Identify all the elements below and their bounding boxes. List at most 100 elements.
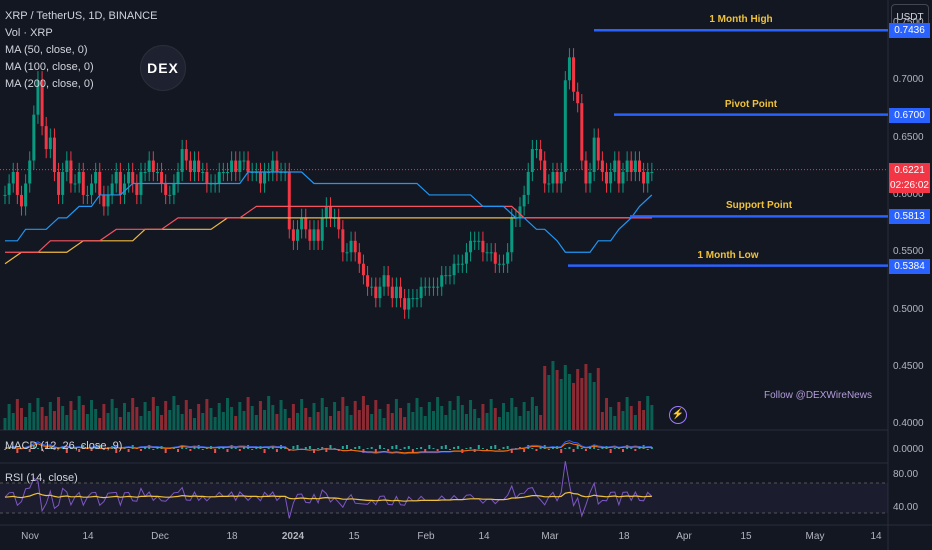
candle-body [52, 137, 56, 172]
level-name: Support Point [725, 200, 793, 212]
volume-bar [341, 397, 345, 430]
volume-bar [238, 402, 242, 430]
candle-body [588, 172, 592, 184]
volume-bar [61, 406, 65, 430]
candle-body [493, 252, 497, 264]
candle-body [242, 160, 246, 162]
volume-bar [304, 408, 308, 430]
macd-histogram-bar [494, 445, 497, 449]
lightning-icon[interactable]: ⚡ [669, 406, 687, 424]
volume-bar [242, 411, 246, 430]
candle-body [427, 286, 431, 288]
macd-histogram-bar [436, 449, 439, 451]
volume-bar [15, 399, 19, 430]
volume-bar [164, 401, 168, 430]
macd-histogram-bar [416, 448, 418, 449]
level-price-label: 0.5384 [889, 258, 930, 274]
macd-histogram-bar [222, 447, 225, 449]
volume-bar [526, 411, 530, 430]
candle-body [572, 57, 576, 92]
volume-bar [28, 403, 32, 430]
candle-body [110, 183, 114, 195]
candle-body [151, 160, 155, 172]
macd-histogram-bar [156, 447, 159, 449]
volume-bar [127, 412, 131, 430]
candle-body [168, 194, 172, 196]
volume-bar [110, 399, 114, 430]
volume-bar [114, 408, 118, 430]
candle-body [258, 172, 262, 184]
macd-histogram-bar [102, 449, 105, 450]
macd-histogram-bar [238, 449, 241, 451]
macd-histogram-bar [395, 445, 398, 449]
macd-histogram-bar [547, 449, 550, 450]
volume-bar [629, 406, 633, 430]
volume-bar [19, 408, 23, 430]
volume-bar [637, 401, 641, 430]
macd-histogram-bar [275, 449, 278, 452]
ma200-label: MA (200, close, 0) [5, 78, 94, 90]
macd-histogram-bar [358, 446, 361, 449]
candle-body [584, 160, 588, 184]
candle-body [7, 183, 11, 195]
macd-histogram-bar [152, 449, 155, 450]
candle-body [580, 103, 584, 161]
level-name: 1 Month High [709, 14, 773, 26]
volume-bar [497, 417, 501, 430]
rsi-ma-line [4, 491, 652, 502]
volume-bar [201, 413, 205, 430]
volume-bar [44, 416, 48, 430]
volume-bar [584, 364, 588, 430]
candle-body [180, 149, 184, 172]
macd-histogram-bar [214, 449, 217, 453]
volume-bar [506, 412, 510, 430]
macd-histogram-bar [304, 447, 307, 449]
volume-bar [646, 396, 650, 430]
candle-body [176, 172, 180, 184]
candle-body [617, 160, 621, 184]
macd-histogram-bar [271, 447, 274, 449]
macd-histogram-bar [370, 447, 373, 449]
candle-body [469, 240, 473, 253]
candle-body [188, 160, 192, 172]
macd-histogram-bar [469, 447, 472, 449]
macd-histogram-bar [440, 446, 443, 449]
x-axis-tick: 18 [618, 531, 630, 542]
candle-body [390, 286, 394, 299]
candle-body [147, 160, 151, 172]
macd-histogram-bar [317, 448, 320, 449]
price-axis-tick: 0.7000 [893, 74, 924, 86]
volume-bar [415, 398, 419, 430]
candle-body [73, 183, 77, 185]
volume-bar [366, 405, 370, 430]
candle-body [460, 263, 464, 265]
macd-histogram-bar [630, 448, 633, 449]
candle-body [172, 183, 176, 195]
macd-histogram-bar [535, 449, 538, 451]
volume-bar [411, 412, 415, 430]
volume-bar [333, 402, 337, 430]
volume-bar [263, 410, 267, 430]
volume-bar [353, 401, 357, 430]
volume-bar [576, 369, 580, 430]
macd-histogram-bar [308, 446, 311, 449]
candle-body [436, 286, 440, 288]
macd-histogram-bar [457, 446, 460, 449]
candle-body [539, 149, 543, 161]
macd-histogram-bar [391, 446, 394, 449]
candle-body [642, 172, 646, 184]
volume-bar [386, 404, 390, 430]
candle-body [510, 217, 514, 253]
volume-bar [357, 410, 361, 430]
volume-bar [440, 406, 444, 430]
ma100-line [5, 205, 652, 253]
macd-histogram-bar [564, 448, 567, 449]
candle-body [633, 160, 637, 172]
x-axis-tick: 15 [348, 531, 360, 542]
x-axis-tick: Mar [541, 531, 559, 542]
volume-bar [275, 414, 279, 430]
candle-body [69, 160, 73, 184]
macd-histogram-bar [16, 449, 19, 453]
volume-bar [481, 404, 485, 430]
